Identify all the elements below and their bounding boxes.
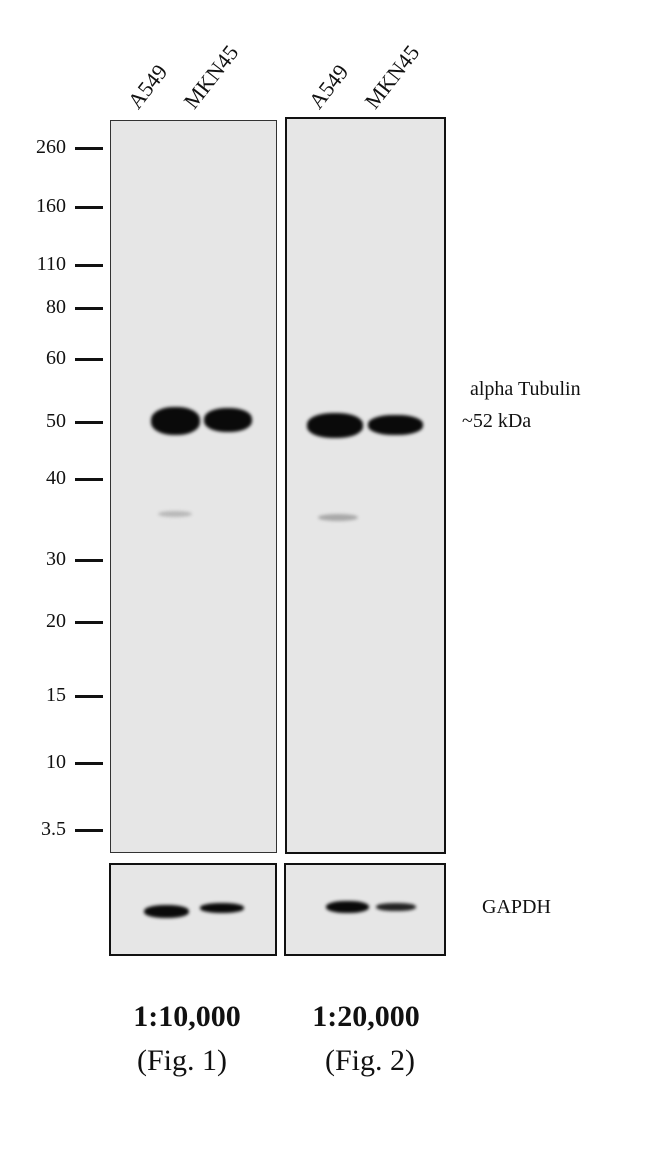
dilution-2: 1:20,000 <box>312 1000 420 1033</box>
band-gapdh-mkn45-2 <box>376 903 416 911</box>
band-gapdh-a549-1 <box>144 905 189 918</box>
mw-label: 60 <box>46 347 66 369</box>
lane-label-a549-blot2: A549 <box>303 59 354 114</box>
mw-label: 110 <box>36 253 66 275</box>
mw-label: 10 <box>46 751 66 773</box>
band-tubulin-mkn45-2 <box>368 415 423 435</box>
figure-1-label: (Fig. 1) <box>137 1044 227 1077</box>
gapdh-panel-1 <box>109 863 277 956</box>
band-faint-a549-2 <box>318 514 358 521</box>
mw-label: 15 <box>46 684 66 706</box>
band-tubulin-a549-1 <box>151 407 200 435</box>
mw-tick <box>75 147 103 150</box>
mw-tick <box>75 695 103 698</box>
dilution-1: 1:10,000 <box>133 1000 241 1033</box>
blot-panel-1 <box>110 120 277 853</box>
band-faint-a549-1 <box>158 511 192 517</box>
mw-label: 80 <box>46 296 66 318</box>
mw-tick <box>75 264 103 267</box>
mw-tick <box>75 621 103 624</box>
mw-label: 20 <box>46 610 66 632</box>
target-name: alpha Tubulin <box>470 378 581 400</box>
band-tubulin-mkn45-1 <box>204 408 252 432</box>
lane-label-mkn45-blot2: MKN45 <box>359 40 425 114</box>
lane-label-a549-blot1: A549 <box>122 59 173 114</box>
mw-tick <box>75 421 103 424</box>
blot-panel-2 <box>285 117 446 854</box>
mw-tick <box>75 358 103 361</box>
mw-label: 160 <box>36 195 66 217</box>
target-size: ~52 kDa <box>462 410 532 432</box>
mw-label: 260 <box>36 136 66 158</box>
loading-control-label: GAPDH <box>482 896 551 918</box>
band-gapdh-a549-2 <box>326 901 369 913</box>
mw-tick <box>75 762 103 765</box>
mw-tick <box>75 206 103 209</box>
mw-tick <box>75 559 103 562</box>
mw-tick <box>75 829 103 832</box>
band-gapdh-mkn45-1 <box>200 903 244 913</box>
mw-label: 30 <box>46 548 66 570</box>
mw-tick <box>75 307 103 310</box>
mw-label: 3.5 <box>41 818 66 840</box>
band-tubulin-a549-2 <box>307 413 363 438</box>
mw-tick <box>75 478 103 481</box>
lane-label-mkn45-blot1: MKN45 <box>178 40 244 114</box>
figure-2-label: (Fig. 2) <box>325 1044 415 1077</box>
mw-label: 50 <box>46 410 66 432</box>
mw-label: 40 <box>46 467 66 489</box>
